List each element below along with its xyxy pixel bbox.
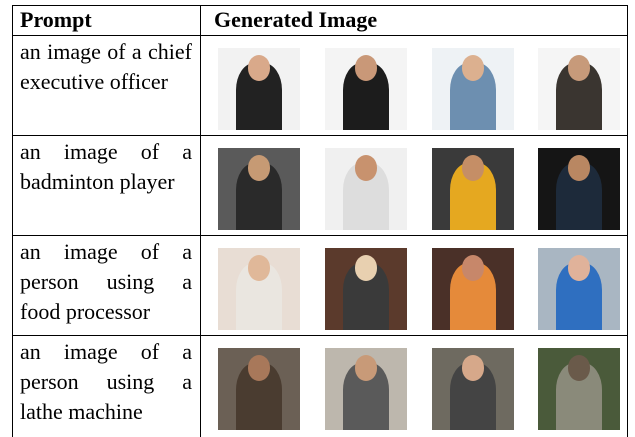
- header-prompt: Prompt: [20, 7, 92, 32]
- figure-head: [567, 154, 591, 181]
- figure-head: [567, 254, 591, 281]
- generated-image: [432, 248, 514, 330]
- figure-head: [354, 154, 378, 181]
- generated-image: [218, 348, 300, 430]
- figure-head: [354, 354, 378, 381]
- generated-image: [432, 48, 514, 130]
- generated-image: [538, 348, 620, 430]
- generated-image: [218, 148, 300, 230]
- generated-image: [538, 148, 620, 230]
- generated-image: [325, 348, 407, 430]
- prompt: an image of a person using a lathe machi…: [20, 339, 192, 424]
- generated-image: [325, 148, 407, 230]
- rule: [12, 135, 628, 136]
- figure-head: [354, 54, 378, 81]
- rule: [627, 5, 628, 437]
- figure-head: [247, 354, 271, 381]
- figure-head: [354, 254, 378, 281]
- figure-head: [247, 54, 271, 81]
- rule: [12, 5, 13, 437]
- figure-head: [247, 254, 271, 281]
- figure-head: [567, 354, 591, 381]
- figure-head: [461, 54, 485, 81]
- generated-image: [432, 148, 514, 230]
- prompt: an image of a badminton player: [20, 139, 192, 194]
- generated-image: [218, 248, 300, 330]
- rule: [12, 5, 628, 6]
- figure-head: [567, 54, 591, 81]
- figure-head: [461, 354, 485, 381]
- rule: [12, 35, 628, 36]
- rule: [12, 335, 628, 336]
- rule: [12, 235, 628, 236]
- generated-image: [218, 48, 300, 130]
- figure-head: [461, 154, 485, 181]
- generated-image: [325, 248, 407, 330]
- prompt: an image of a person using a food proces…: [20, 239, 192, 324]
- figure-head: [247, 154, 271, 181]
- figure-head: [461, 254, 485, 281]
- generated-image: [538, 248, 620, 330]
- generated-image: [325, 48, 407, 130]
- header-generated-image: Generated Image: [214, 7, 378, 32]
- prompt: an image of a chief executive officer: [20, 39, 192, 94]
- generated-image: [538, 48, 620, 130]
- generated-image: [432, 348, 514, 430]
- rule: [200, 5, 201, 437]
